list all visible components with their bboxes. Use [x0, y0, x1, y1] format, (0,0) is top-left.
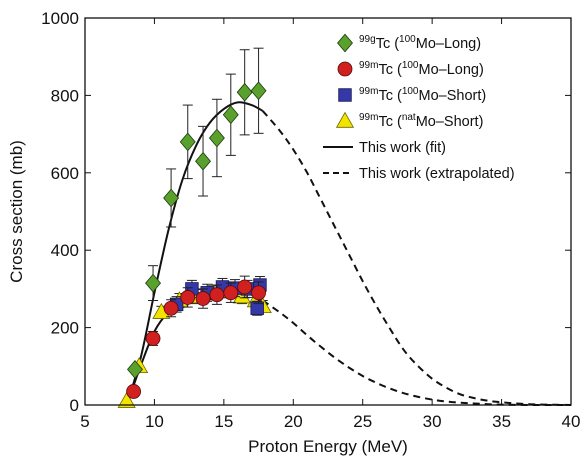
legend-marker-circle — [337, 61, 353, 77]
legend-main: Tc ( — [378, 88, 402, 104]
x-tick-label: 35 — [492, 412, 511, 431]
y-tick-label: 200 — [51, 319, 79, 338]
legend-marker-square — [338, 88, 352, 102]
diamond-point — [179, 132, 196, 152]
legend-sup2: 100 — [402, 60, 419, 71]
diamond-point — [222, 105, 239, 125]
fit-curve-0 — [125, 101, 264, 406]
legend-label: This work (fit) — [359, 140, 446, 156]
circle-point — [126, 384, 142, 399]
diamond-point — [208, 128, 225, 148]
x-tick-label: 5 — [80, 412, 89, 431]
x-tick-label: 15 — [214, 412, 233, 431]
square-point — [250, 301, 264, 315]
legend: 99gTc (100Mo–Long)99mTc (100Mo–Long)99mT… — [323, 33, 515, 182]
legend-label: 99mTc (100Mo–Short) — [359, 86, 486, 104]
triangle-point — [117, 391, 136, 408]
markers-layer — [117, 47, 272, 408]
circle-point — [180, 290, 196, 305]
legend-marker-diamond — [337, 33, 353, 53]
y-axis: 0 200 400 600 800 1000 — [41, 9, 571, 415]
extrapolated-curve-1 — [262, 299, 572, 407]
diamond-point — [127, 360, 143, 379]
plot-frame — [84, 17, 572, 406]
legend-tail: Mo–Long) — [416, 36, 481, 52]
legend-sup2: 100 — [402, 86, 419, 97]
legend-sup: 99g — [359, 34, 376, 45]
circle-point — [251, 285, 266, 301]
y-tick-label: 400 — [51, 241, 79, 260]
y-tick-label: 0 — [70, 396, 79, 415]
legend-sup2: nat — [402, 112, 416, 123]
legend-label: This work (extrapolated) — [359, 166, 515, 182]
legend-tail: Mo–Short) — [419, 88, 487, 104]
x-tick-label: 30 — [423, 412, 442, 431]
x-axis: 5 10 15 20 25 30 35 40 — [80, 18, 580, 431]
circle-point — [223, 285, 239, 301]
y-tick-label: 800 — [51, 86, 79, 105]
x-tick-label: 20 — [284, 412, 303, 431]
diamond-point — [236, 82, 253, 102]
x-tick-label: 10 — [145, 412, 164, 431]
legend-label: 99mTc (100Mo–Long) — [359, 60, 484, 78]
legend-label: 99gTc (100Mo–Long) — [359, 34, 481, 52]
diamond-point — [163, 188, 180, 208]
circle-point — [237, 279, 253, 295]
extrapolated-curve-0 — [261, 110, 572, 406]
diamond-point — [250, 81, 267, 101]
diamond-point — [195, 151, 211, 171]
y-tick-label: 1000 — [41, 9, 79, 28]
legend-tail: Mo–Long) — [419, 62, 484, 78]
legend-sup: 99m — [359, 112, 378, 123]
circle-point — [145, 331, 161, 346]
legend-main: Tc ( — [378, 62, 402, 78]
legend-sup2: 100 — [399, 34, 416, 45]
legend-sup: 99m — [359, 60, 378, 71]
legend-tail: Mo–Short) — [416, 114, 484, 130]
y-axis-label: Cross section (mb) — [7, 140, 26, 283]
x-tick-label: 40 — [562, 412, 581, 431]
legend-main: Tc ( — [378, 114, 402, 130]
legend-label: 99mTc (natMo–Short) — [359, 112, 483, 130]
legend-main: Tc ( — [376, 36, 400, 52]
legend-sup: 99m — [359, 86, 378, 97]
legend-marker-triangle — [335, 111, 355, 128]
x-axis-label: Proton Energy (MeV) — [248, 437, 408, 456]
circle-point — [195, 291, 211, 306]
circle-point — [209, 287, 225, 303]
x-tick-label: 25 — [353, 412, 372, 431]
y-tick-label: 600 — [51, 164, 79, 183]
fit-curve-1 — [125, 290, 264, 406]
diamond-point — [145, 273, 162, 293]
circle-point — [163, 300, 179, 316]
